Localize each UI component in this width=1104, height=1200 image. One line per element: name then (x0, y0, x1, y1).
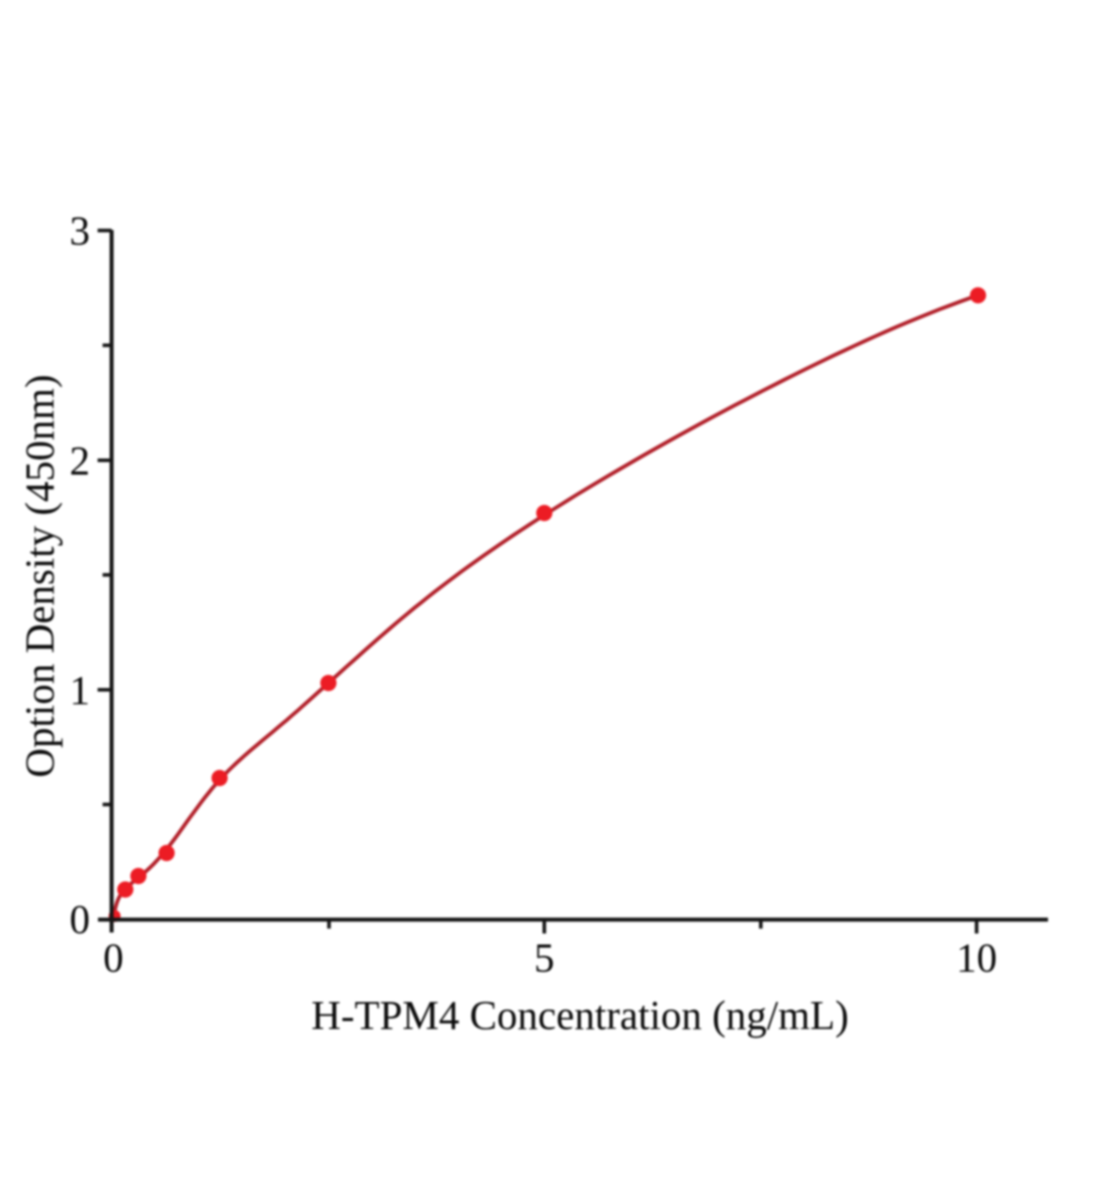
svg-text:1: 1 (70, 667, 91, 713)
svg-text:2: 2 (70, 437, 91, 483)
svg-text:H-TPM4 Concentration (ng/mL): H-TPM4 Concentration (ng/mL) (311, 992, 848, 1038)
svg-text:Option Density (450nm): Option Density (450nm) (17, 374, 63, 777)
svg-text:3: 3 (70, 208, 91, 254)
svg-text:5: 5 (534, 935, 555, 981)
svg-text:0: 0 (103, 935, 124, 981)
svg-text:10: 10 (956, 935, 997, 981)
svg-text:0: 0 (70, 896, 91, 942)
